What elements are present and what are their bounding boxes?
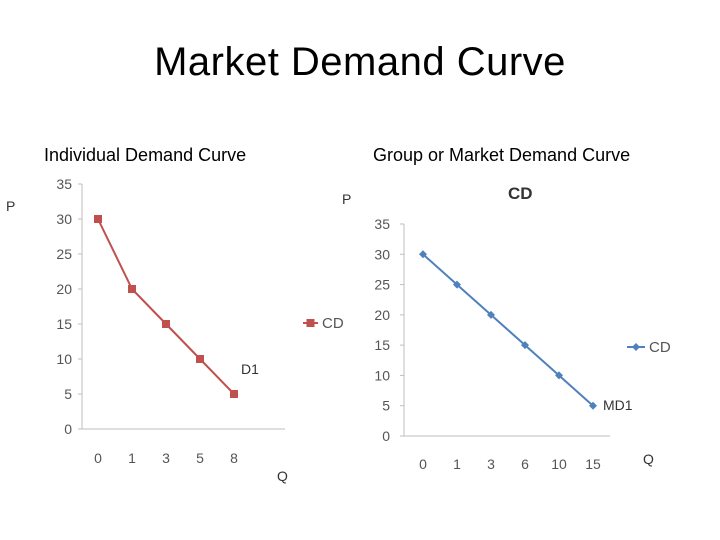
market-y-tick-label: 10 (374, 367, 390, 383)
individual-y-tick-label: 5 (64, 386, 72, 402)
individual-y-tick-label: 35 (56, 176, 72, 192)
individual-y-tick-label: 30 (56, 211, 72, 227)
market-y-tick-label: 20 (374, 307, 390, 323)
market-series-line (422, 253, 594, 407)
individual-x-tick-label: 5 (196, 450, 204, 466)
market-legend-marker (632, 343, 640, 351)
market-chart-inner-title: CD (508, 184, 533, 203)
price-label-left: P (6, 198, 16, 214)
market-x-tick-label: 6 (521, 456, 529, 472)
individual-data-point (162, 320, 170, 328)
individual-y-tick-label: 0 (64, 421, 72, 437)
market-x-tick-label: 0 (419, 456, 427, 472)
page-title: Market Demand Curve (154, 40, 566, 84)
individual-legend-label: CD (322, 315, 344, 332)
individual-data-point (230, 390, 238, 398)
market-y-tick-label: 5 (382, 398, 390, 414)
individual-series-line (97, 218, 235, 395)
market-y-tick-label: 0 (382, 428, 390, 444)
d1-annotation: D1 (241, 361, 259, 377)
individual-data-point (94, 215, 102, 223)
quantity-label-right: Q (643, 451, 654, 467)
individual-x-tick-label: 3 (162, 450, 170, 466)
individual-chart-title: Individual Demand Curve (44, 145, 247, 165)
market-y-tick-label: 30 (374, 246, 390, 262)
price-label-right: P (342, 191, 352, 207)
market-data-point (453, 280, 461, 289)
market-x-tick-label: 1 (453, 456, 461, 472)
market-x-tick-label: 15 (585, 456, 601, 472)
individual-y-tick-label: 20 (56, 281, 72, 297)
market-data-point (419, 250, 427, 259)
individual-x-tick-label: 1 (128, 450, 136, 466)
market-x-tick-label: 10 (551, 456, 567, 472)
market-x-tick-label: 3 (487, 456, 495, 472)
individual-y-tick-label: 10 (56, 351, 72, 367)
individual-x-tick-label: 8 (230, 450, 238, 466)
individual-x-tick-label: 0 (94, 450, 102, 466)
individual-data-point (196, 355, 204, 363)
market-data-point (487, 310, 495, 319)
market-data-point (521, 341, 529, 350)
individual-legend-marker (306, 319, 315, 327)
market-chart-title: Group or Market Demand Curve (373, 145, 631, 165)
market-y-tick-label: 15 (374, 337, 390, 353)
market-data-point (555, 371, 563, 380)
market-y-tick-label: 25 (374, 277, 390, 293)
md1-annotation: MD1 (603, 397, 633, 413)
individual-y-tick-label: 15 (56, 316, 72, 332)
quantity-label-left: Q (277, 468, 288, 484)
individual-data-point (128, 285, 136, 293)
individual-y-tick-label: 25 (56, 246, 72, 262)
market-data-point (589, 401, 597, 410)
market-y-tick-label: 35 (374, 216, 390, 232)
market-legend-label: CD (649, 339, 671, 356)
